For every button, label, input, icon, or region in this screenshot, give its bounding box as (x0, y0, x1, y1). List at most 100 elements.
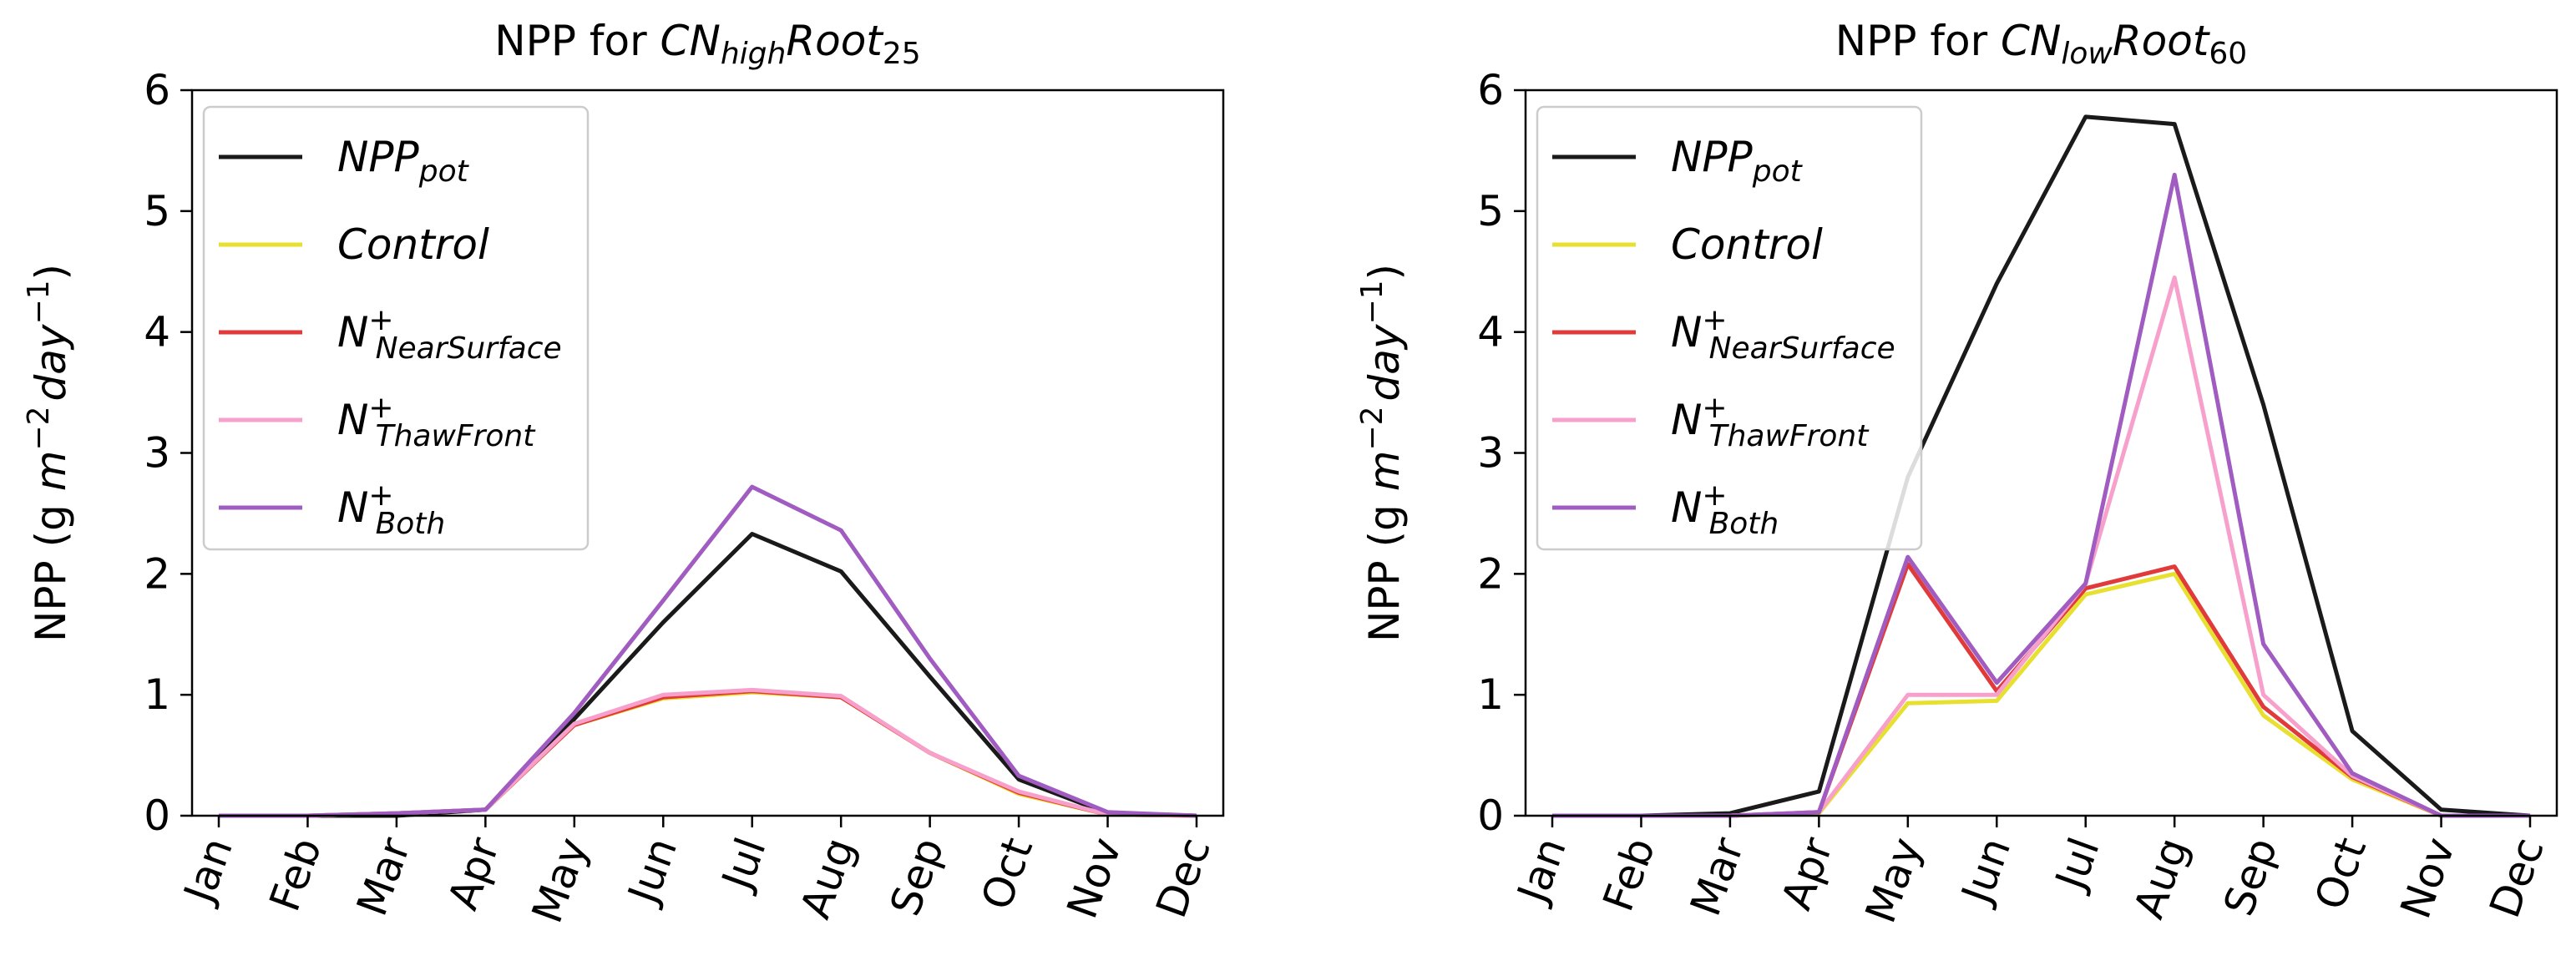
x-tick-label: May (523, 832, 598, 929)
x-tick-label: Aug (2124, 832, 2198, 925)
chart-title: NPP for CNlowRoot60 (1835, 17, 2247, 71)
ylabel-unit-m-exponent: −2 (1355, 407, 1389, 451)
x-tick-label: Nov (1058, 832, 1131, 925)
y-tick-label: 3 (1477, 429, 1504, 478)
legend-entry-base: N (1671, 483, 1702, 532)
ylabel-unit-day: day (1360, 323, 1409, 401)
series-line-n-both (219, 484, 1197, 818)
legend-entry-label: NPPpot (1671, 133, 1804, 189)
y-tick-label: 0 (1477, 791, 1504, 840)
legend-entry-superscript: + (1702, 478, 1727, 513)
x-tick-label: Aug (791, 832, 864, 925)
title-root: Root (2113, 17, 2211, 65)
series-line-control (1552, 571, 2530, 818)
x-tick-label: Apr (1772, 831, 1842, 916)
legend-entry-base: N (337, 308, 368, 357)
ylabel-unit-day-exponent: −1 (1355, 280, 1389, 324)
y-tick-label: 4 (1477, 308, 1504, 357)
title-root: Root (786, 17, 884, 65)
x-tick-label: Dec (2480, 832, 2553, 924)
series-line-n-nearsurface (219, 689, 1197, 818)
legend-entry-subscript: ThawFront (376, 419, 537, 453)
x-tick-label: Jan (1507, 832, 1576, 911)
legend-entry-superscript: + (1702, 391, 1727, 425)
legend-entry-label: N+ Both (1671, 478, 1779, 541)
legend-entry-subscript: pot (418, 154, 470, 189)
ylabel-close: ) (27, 264, 75, 281)
x-tick-label: Feb (1594, 832, 1665, 918)
x-tick-label: Mar (347, 831, 420, 922)
series-line-n-nearsurface (1552, 562, 2530, 818)
legend-entry-label: NPPpot (337, 133, 470, 189)
x-tick-label: Apr (438, 831, 509, 916)
legend-entry-label: N+ ThawFront (1671, 391, 1870, 453)
x-tick-label: Nov (2391, 832, 2465, 925)
x-tick-label: Mar (1681, 831, 1754, 922)
title-variable-subscript: low (2061, 37, 2113, 71)
y-axis-label: NPP (g m−2 day−1) (1355, 264, 1409, 642)
y-tick-label: 3 (144, 429, 170, 478)
legend-entry-subscript: NearSurface (376, 331, 562, 366)
legend-entry-label: N+ NearSurface (1671, 303, 1895, 366)
y-tick-label: 5 (1477, 187, 1504, 235)
y-tick-label: 6 (1477, 66, 1504, 114)
legend-entry-subscript: Both (376, 507, 446, 541)
title-prefix: NPP for (1835, 17, 2001, 65)
ylabel-unit-day-exponent: −1 (22, 280, 56, 324)
legend-entry-superscript: + (368, 303, 393, 337)
ylabel-unit-m: m (27, 451, 75, 492)
series-line-npp-pot (219, 532, 1197, 818)
x-tick-label: Oct (972, 832, 1042, 916)
legend-box (202, 105, 590, 551)
legend-entry-base: N (1671, 396, 1702, 444)
legend-box (1536, 105, 1923, 551)
x-tick-label: Sep (881, 832, 954, 922)
ylabel-unit-m: m (1360, 451, 1409, 492)
legend-entry-subscript: NearSurface (1709, 331, 1895, 366)
x-tick-label: Jul (2046, 832, 2109, 898)
ylabel-main: NPP (g (1360, 491, 1409, 642)
legend-entry-label: Control (1671, 220, 1823, 269)
ylabel-unit-day: day (27, 323, 75, 401)
title-variable: CN (2001, 17, 2061, 65)
x-tick-label: Jun (1951, 832, 2020, 912)
y-tick-label: 1 (1477, 670, 1504, 719)
legend-entry-label: N+ Both (337, 478, 445, 541)
chart-panel-1: 0 1 2 3 4 5 6 Jan Feb Mar Apr May Jun Jul Aug Sep Oct Nov… (22, 17, 1225, 929)
y-tick-label: 5 (144, 187, 170, 235)
title-variable: CN (660, 17, 721, 65)
y-tick-label: 2 (144, 549, 170, 598)
x-tick-label: Jul (712, 832, 776, 898)
title-variable-subscript: high (721, 37, 787, 71)
x-tick-label: Sep (2214, 832, 2287, 922)
series-line-n-thawfront (219, 687, 1197, 818)
legend-entry-subscript: Both (1709, 507, 1779, 541)
ylabel-main: NPP (g (27, 491, 75, 642)
x-tick-label: Jun (618, 832, 686, 912)
legend-entry-label: N+ NearSurface (337, 303, 562, 366)
ylabel-close: ) (1360, 264, 1409, 281)
legend-entry-superscript: + (368, 391, 393, 425)
y-tick-label: 2 (1477, 549, 1504, 598)
y-tick-label: 1 (144, 670, 170, 719)
chart-title: NPP for CNhighRoot25 (494, 17, 920, 71)
title-root-subscript: 25 (883, 37, 921, 71)
legend-entry-base: NPP (337, 133, 420, 181)
y-tick-label: 6 (144, 66, 170, 114)
ylabel-unit-m-exponent: −2 (22, 407, 56, 451)
series-line-control (219, 690, 1197, 818)
legend-entry-superscript: + (1702, 303, 1727, 337)
y-tick-label: 0 (144, 791, 170, 840)
y-axis-label: NPP (g m−2 day−1) (22, 264, 75, 642)
title-root-subscript: 60 (2209, 37, 2247, 71)
legend-entry-subscript: pot (1752, 154, 1804, 189)
x-tick-label: Jan (174, 832, 242, 911)
legend-entry-label: Control (337, 220, 489, 269)
legend-entry-base: N (337, 396, 368, 444)
legend-entry-label: N+ ThawFront (337, 391, 536, 453)
legend-entry-base: NPP (1671, 133, 1754, 181)
